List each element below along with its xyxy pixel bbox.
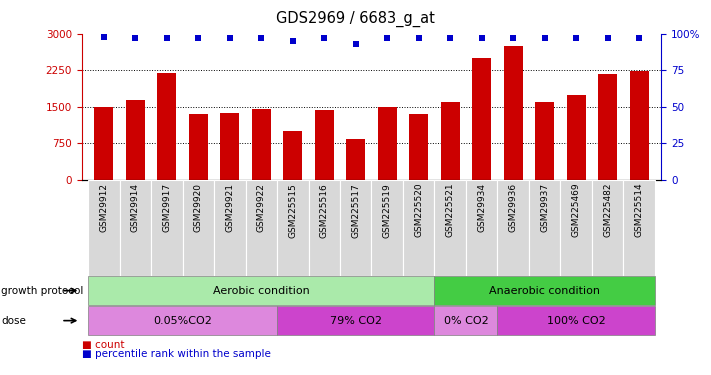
Bar [340,180,371,276]
Text: ■ count: ■ count [82,340,124,350]
Text: growth protocol: growth protocol [1,286,84,296]
Bar [183,180,214,276]
Text: 79% CO2: 79% CO2 [330,316,382,326]
Point [350,41,361,47]
Bar [441,102,460,180]
Bar [434,306,498,335]
Bar [434,180,466,276]
Bar [220,113,239,180]
Point [193,35,204,41]
Text: 100% CO2: 100% CO2 [547,316,606,326]
Point [444,35,456,41]
Text: Aerobic condition: Aerobic condition [213,286,310,296]
Text: GSM225517: GSM225517 [351,183,360,238]
Bar [498,306,655,335]
Point [570,35,582,41]
Bar [567,95,586,180]
Point [255,35,267,41]
Bar [466,180,498,276]
Bar [560,180,592,276]
Text: GSM225469: GSM225469 [572,183,581,237]
Text: GSM29914: GSM29914 [131,183,140,232]
Point [508,35,519,41]
Text: GSM29917: GSM29917 [162,183,171,232]
Bar [252,110,271,180]
Text: GDS2969 / 6683_g_at: GDS2969 / 6683_g_at [276,11,435,27]
Text: GSM225516: GSM225516 [320,183,328,238]
Bar [624,180,655,276]
Bar [189,114,208,180]
Point [476,35,488,41]
Bar [592,180,624,276]
Bar [245,180,277,276]
Bar [378,107,397,180]
Bar [88,306,277,335]
Bar [151,180,183,276]
Bar [157,73,176,180]
Point [161,35,173,41]
Bar [214,180,245,276]
Bar [283,131,302,180]
Text: GSM225520: GSM225520 [415,183,423,237]
Point [98,34,109,40]
Text: GSM225515: GSM225515 [288,183,297,238]
Bar [371,180,403,276]
Bar [119,180,151,276]
Text: GSM29934: GSM29934 [477,183,486,232]
Point [287,38,299,44]
Bar [88,276,434,305]
Point [634,35,645,41]
Bar [535,102,554,180]
Bar [598,74,617,180]
Bar [434,276,655,305]
Point [382,35,393,41]
Text: ■ percentile rank within the sample: ■ percentile rank within the sample [82,350,271,359]
Text: GSM29920: GSM29920 [194,183,203,232]
Bar [277,306,434,335]
Text: GSM29922: GSM29922 [257,183,266,232]
Text: GSM225519: GSM225519 [383,183,392,238]
Bar [88,180,119,276]
Bar [529,180,560,276]
Text: GSM225521: GSM225521 [446,183,455,237]
Text: 0.05%CO2: 0.05%CO2 [153,316,212,326]
Bar [630,71,648,180]
Bar [277,180,309,276]
Text: GSM225482: GSM225482 [603,183,612,237]
Point [319,35,330,41]
Text: GSM29921: GSM29921 [225,183,235,232]
Bar [346,139,365,180]
Bar [95,107,113,180]
Point [602,35,614,41]
Point [129,35,141,41]
Point [413,35,424,41]
Text: 0% CO2: 0% CO2 [444,316,488,326]
Bar [126,100,145,180]
Bar [504,46,523,180]
Bar [410,114,428,180]
Text: GSM225514: GSM225514 [635,183,643,237]
Point [539,35,550,41]
Bar [498,180,529,276]
Bar [315,110,333,180]
Text: Anaerobic condition: Anaerobic condition [489,286,600,296]
Bar [403,180,434,276]
Text: GSM29912: GSM29912 [100,183,108,232]
Bar [472,58,491,180]
Point [224,35,235,41]
Text: GSM29936: GSM29936 [508,183,518,232]
Text: dose: dose [1,316,26,326]
Text: GSM29937: GSM29937 [540,183,549,232]
Bar [309,180,340,276]
